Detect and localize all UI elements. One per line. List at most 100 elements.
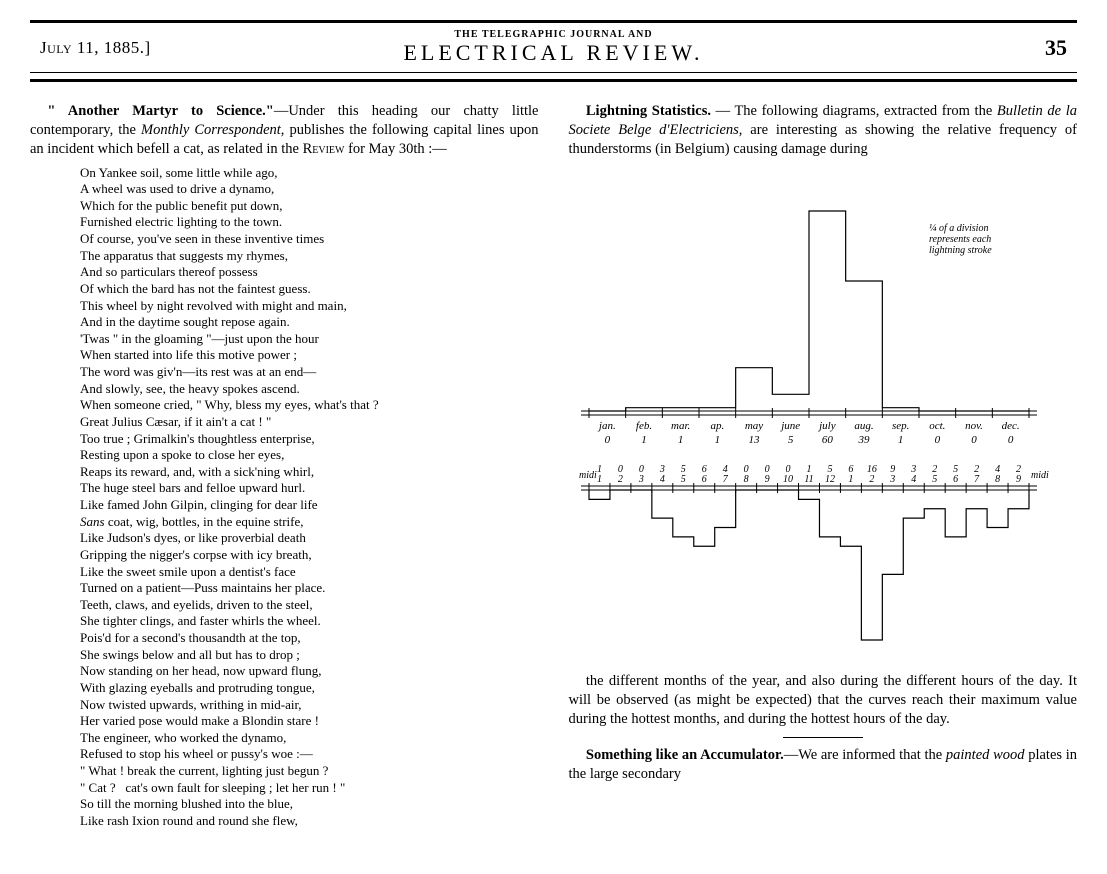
- poem-line: Now standing on her head, now upward flu…: [80, 663, 539, 680]
- svg-text:0: 0: [934, 434, 940, 446]
- svg-text:11: 11: [804, 474, 813, 485]
- svg-text:sep.: sep.: [891, 420, 908, 432]
- martyr-text-3: for May 30th :—: [344, 141, 446, 157]
- poem-line: Great Julius Cæsar, if it ain't a cat ! …: [80, 414, 539, 431]
- poem-line: She tighter clings, and faster whirls th…: [80, 613, 539, 630]
- poem-line: Sans coat, wig, bottles, in the equine s…: [80, 514, 539, 531]
- header-thick-rule-2: [30, 79, 1077, 82]
- svg-text:july: july: [817, 420, 836, 432]
- svg-text:feb.: feb.: [635, 420, 651, 432]
- svg-text:dec.: dec.: [1001, 420, 1019, 432]
- journal-subtitle: THE TELEGRAPHIC JOURNAL AND: [297, 29, 811, 40]
- journal-title: ELECTRICAL REVIEW.: [297, 40, 811, 66]
- lightning-followup-para: the different months of the year, and al…: [569, 672, 1078, 729]
- top-thick-rule: [30, 20, 1077, 23]
- svg-text:7: 7: [722, 474, 728, 485]
- svg-text:2: 2: [617, 474, 622, 485]
- poem-line: Like the sweet smile upon a dentist's fa…: [80, 564, 539, 581]
- header-title: THE TELEGRAPHIC JOURNAL AND ELECTRICAL R…: [297, 29, 811, 66]
- svg-text:8: 8: [743, 474, 748, 485]
- poem-line: Too true ; Grimalkin's thoughtless enter…: [80, 431, 539, 448]
- hours-chart: 1003564000156169325242123456789101112123…: [569, 458, 1049, 658]
- poem-line: Like famed John Gilpin, clinging for dea…: [80, 497, 539, 514]
- svg-text:3: 3: [637, 474, 643, 485]
- svg-text:1: 1: [677, 434, 683, 446]
- poem-line: Which for the public benefit put down,: [80, 198, 539, 215]
- poem-line: And so particulars thereof possess: [80, 264, 539, 281]
- martyr-title: " Another Martyr to Science.": [47, 103, 273, 119]
- svg-text:¼ of a division: ¼ of a division: [929, 223, 988, 234]
- svg-text:60: 60: [821, 434, 833, 446]
- lightning-title: Lightning Statistics.: [586, 103, 711, 119]
- svg-text:aug.: aug.: [854, 420, 873, 432]
- poem-line: Like Judson's dyes, or like proverbial d…: [80, 530, 539, 547]
- svg-text:39: 39: [857, 434, 870, 446]
- svg-text:12: 12: [824, 474, 834, 485]
- header-thin-rule-1: [30, 72, 1077, 73]
- lightning-text-1: — The following diagrams, extracted from…: [711, 103, 997, 119]
- svg-text:2: 2: [869, 474, 874, 485]
- svg-text:5: 5: [932, 474, 937, 485]
- martyr-italic: Monthly Correspondent: [141, 122, 281, 138]
- svg-text:8: 8: [995, 474, 1000, 485]
- poem-line: Like rash Ixion round and round she flew…: [80, 813, 539, 830]
- months-chart: jan.0feb.1mar.1ap.1may13june5july60aug.3…: [569, 173, 1049, 453]
- poem-line: A wheel was used to drive a dynamo,: [80, 181, 539, 198]
- svg-text:oct.: oct.: [929, 420, 945, 432]
- poem-line: Reaps its reward, and, with a sick'ning …: [80, 464, 539, 481]
- svg-text:midi: midi: [1031, 470, 1049, 481]
- poem-line: " What ! break the current, lighting jus…: [80, 763, 539, 780]
- poem-line: When started into life this motive power…: [80, 347, 539, 364]
- poem-line: On Yankee soil, some little while ago,: [80, 165, 539, 182]
- two-column-layout: " Another Martyr to Science."—Under this…: [30, 102, 1077, 836]
- svg-text:lightning stroke: lightning stroke: [929, 245, 992, 256]
- poem-line: Gripping the nigger's corpse with icy br…: [80, 547, 539, 564]
- poem-line: And slowly, see, the heavy spokes ascend…: [80, 381, 539, 398]
- svg-text:5: 5: [787, 434, 793, 446]
- accumulator-italic: painted wood: [946, 747, 1025, 763]
- svg-text:6: 6: [953, 474, 958, 485]
- poem-line: 'Twas " in the gloaming "—just upon the …: [80, 331, 539, 348]
- svg-text:june: june: [779, 420, 800, 432]
- svg-text:0: 0: [1007, 434, 1013, 446]
- svg-text:may: may: [744, 420, 762, 432]
- poem-line: Turned on a patient—Puss maintains her p…: [80, 580, 539, 597]
- svg-text:4: 4: [659, 474, 664, 485]
- poem-line: Now twisted upwards, writhing in mid-air…: [80, 697, 539, 714]
- svg-text:represents each: represents each: [929, 234, 991, 245]
- poem-line: The huge steel bars and felloe upward hu…: [80, 480, 539, 497]
- lightning-intro-para: Lightning Statistics. — The following di…: [569, 102, 1078, 159]
- svg-text:7: 7: [974, 474, 980, 485]
- poem-line: The apparatus that suggests my rhymes,: [80, 248, 539, 265]
- accumulator-title: Something like an Accumulator.: [586, 747, 784, 763]
- charts-container: jan.0feb.1mar.1ap.1may13june5july60aug.3…: [569, 173, 1078, 665]
- poem-line: Of course, you've seen in these inventiv…: [80, 231, 539, 248]
- poem-line: This wheel by night revolved with might …: [80, 298, 539, 315]
- poem-line: The engineer, who worked the dynamo,: [80, 730, 539, 747]
- martyr-intro-para: " Another Martyr to Science."—Under this…: [30, 102, 539, 159]
- svg-text:3: 3: [889, 474, 895, 485]
- poem-line: Resting upon a spoke to close her eyes,: [80, 447, 539, 464]
- svg-text:1: 1: [596, 474, 601, 485]
- svg-text:1: 1: [848, 474, 853, 485]
- poem-line: So till the morning blushed into the blu…: [80, 796, 539, 813]
- svg-text:1: 1: [897, 434, 903, 446]
- svg-text:13: 13: [748, 434, 760, 446]
- svg-text:1: 1: [714, 434, 720, 446]
- svg-text:9: 9: [1016, 474, 1021, 485]
- svg-text:10: 10: [783, 474, 793, 485]
- accumulator-text-1: —We are informed that the: [784, 747, 946, 763]
- svg-text:6: 6: [701, 474, 706, 485]
- svg-text:0: 0: [971, 434, 977, 446]
- svg-text:5: 5: [680, 474, 685, 485]
- poem-line: Teeth, claws, and eyelids, driven to the…: [80, 597, 539, 614]
- poem-block: On Yankee soil, some little while ago,A …: [80, 165, 539, 830]
- poem-line: And in the daytime sought repose again.: [80, 314, 539, 331]
- svg-text:9: 9: [764, 474, 769, 485]
- poem-line: Her varied pose would make a Blondin sta…: [80, 713, 539, 730]
- page-number: 35: [810, 35, 1067, 61]
- poem-line: " Cat ? cat's own fault for sleeping ; l…: [80, 780, 539, 797]
- left-column: " Another Martyr to Science."—Under this…: [30, 102, 539, 836]
- svg-text:nov.: nov.: [965, 420, 983, 432]
- header-date: July 11, 1885.]: [40, 38, 297, 58]
